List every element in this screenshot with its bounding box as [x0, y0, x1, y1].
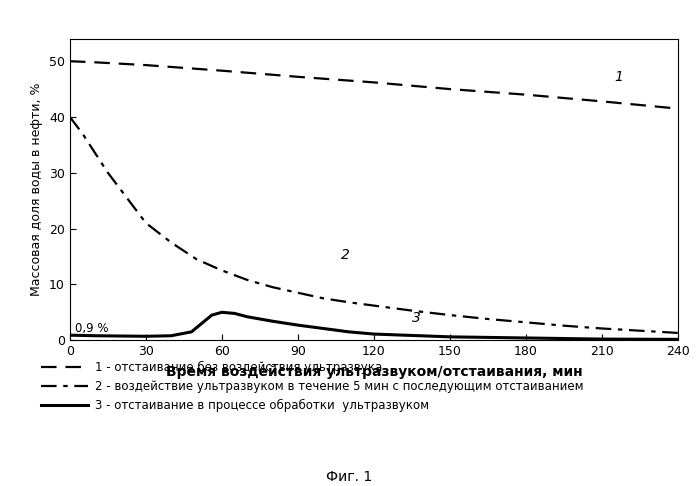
X-axis label: Время воздействия ультразвуком/отстаивания, мин: Время воздействия ультразвуком/отстаиван…: [166, 365, 582, 379]
Text: Фиг. 1: Фиг. 1: [326, 470, 373, 484]
Y-axis label: Массовая доля воды в нефти, %: Массовая доля воды в нефти, %: [31, 83, 43, 296]
Legend: 1 - отстаивание без воздействия ультразвука, 2 - воздействие ультразвуком в тече: 1 - отстаивание без воздействия ультразв…: [41, 361, 584, 412]
Text: 3: 3: [412, 312, 421, 325]
Text: 1: 1: [614, 69, 624, 84]
Text: 2: 2: [341, 248, 350, 262]
Text: 0,9 %: 0,9 %: [75, 322, 108, 335]
